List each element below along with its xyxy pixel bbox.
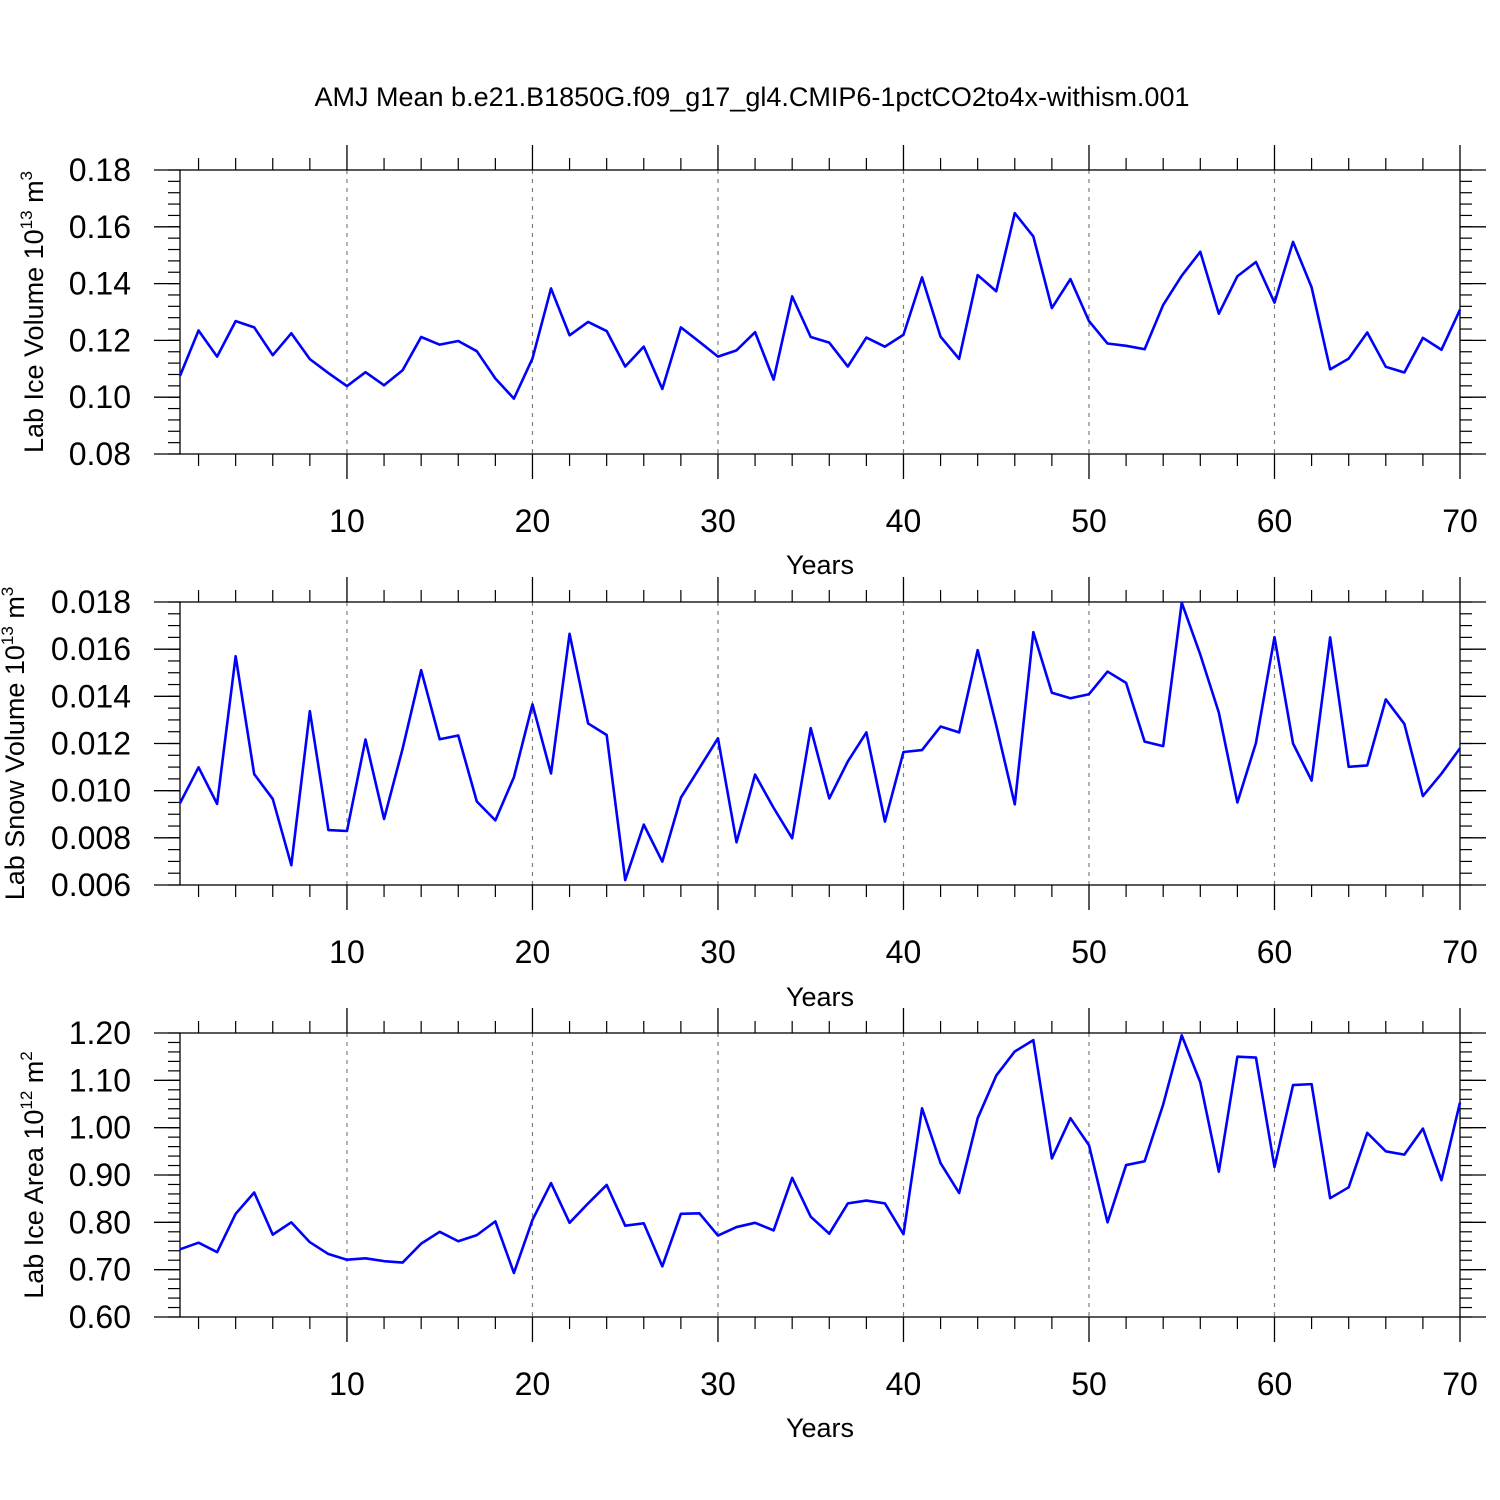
- y-tick-label: 0.18: [69, 152, 131, 188]
- y-tick-label: 0.008: [51, 820, 131, 856]
- x-ticks: 10 20 30 40 50 60 70: [197, 577, 1478, 970]
- y-axis-title-text: Lab Ice Volume 10: [19, 229, 49, 453]
- x-tick-label: 70: [1442, 934, 1478, 970]
- x-tick-label: 50: [1071, 503, 1107, 539]
- y-tick-label: 1.20: [69, 1015, 131, 1051]
- y-axis-title-sup: 3: [17, 171, 36, 180]
- y-axis-title-sup: 13: [0, 626, 17, 645]
- x-tick-label: 20: [515, 503, 551, 539]
- x-tick-label: 70: [1442, 1366, 1478, 1402]
- y-tick-label: 0.014: [51, 678, 131, 714]
- y-tick-label: 0.016: [51, 631, 131, 667]
- x-tick-label: 60: [1257, 503, 1293, 539]
- x-axis-title: Years: [786, 982, 854, 1012]
- x-tick-label: 40: [886, 1366, 922, 1402]
- y-ticks: 0.006 0.008 0.010 0.012 0.014 0.016 0.018: [51, 584, 1486, 903]
- series-line: [178, 211, 1462, 400]
- plot-frame: [179, 1032, 1461, 1318]
- y-axis-title-unit: m: [0, 596, 30, 626]
- y-tick-label: 0.12: [69, 322, 131, 358]
- x-ticks: 10 20 30 40 50 60 70: [197, 1008, 1478, 1402]
- x-tick-label: 10: [329, 1366, 365, 1402]
- y-tick-label: 0.08: [69, 436, 131, 472]
- x-axis-title: Years: [786, 1413, 854, 1443]
- series-line: [178, 601, 1462, 882]
- y-axis-title: Lab Snow Volume 1013 m3: [0, 587, 30, 901]
- plot-frame: [179, 601, 1461, 886]
- y-tick-label: 0.60: [69, 1299, 131, 1335]
- y-tick-label: 0.018: [51, 584, 131, 620]
- y-axis-title: Lab Ice Volume 1013 m3: [17, 171, 49, 453]
- x-tick-label: 20: [515, 934, 551, 970]
- y-tick-label: 0.80: [69, 1204, 131, 1240]
- y-axis-title-text: Lab Snow Volume 10: [0, 645, 30, 900]
- panel-ice-area: 10 20 30 40 50 60 70 0.60 0.70 0.80 0.90 1.00 1.10 1.…: [17, 1008, 1486, 1443]
- series-line: [179, 1034, 1462, 1275]
- x-tick-label: 20: [515, 1366, 551, 1402]
- y-ticks: 0.60 0.70 0.80 0.90 1.00 1.10 1.20: [69, 1015, 1486, 1335]
- y-tick-label: 0.70: [69, 1252, 131, 1288]
- y-axis-title-sup: 12: [17, 1091, 36, 1110]
- y-axis-title-unit: m: [19, 180, 49, 210]
- y-axis-title: Lab Ice Area 1012 m2: [17, 1051, 49, 1299]
- x-tick-label: 40: [886, 503, 922, 539]
- y-ticks: 0.08 0.10 0.12 0.14 0.16 0.18: [69, 152, 1486, 472]
- panel-snow-volume: 10 20 30 40 50 60 700.0060.0080.0100.0120.0140…: [0, 577, 1486, 1012]
- y-tick-label: 0.10: [69, 379, 131, 415]
- x-tick-label: 10: [329, 503, 365, 539]
- x-tick-label: 30: [700, 503, 736, 539]
- x-axis-title: Years: [786, 550, 854, 580]
- y-axis-title-sup: 2: [17, 1051, 36, 1060]
- y-tick-label: 0.14: [69, 266, 131, 302]
- x-tick-label: 50: [1071, 1366, 1107, 1402]
- x-tick-label: 10: [329, 934, 365, 970]
- y-tick-label: 1.00: [69, 1110, 131, 1146]
- y-axis-title-text: Lab Ice Area 10: [19, 1110, 49, 1299]
- y-axis-title-unit: m: [19, 1061, 49, 1091]
- x-tick-label: 30: [700, 1366, 736, 1402]
- y-axis-title-sup: 13: [17, 210, 36, 229]
- y-tick-label: 0.006: [51, 867, 131, 903]
- x-tick-label: 60: [1257, 1366, 1293, 1402]
- y-axis-title-sup: 3: [0, 587, 17, 596]
- panel-ice-volume: 10 20 30 40 50 60 70 0.08 0.10 0.12 0.14 0.16 0.18 Ye…: [17, 145, 1486, 580]
- y-tick-label: 0.012: [51, 726, 131, 762]
- x-tick-label: 50: [1071, 934, 1107, 970]
- y-tick-label: 0.90: [69, 1157, 131, 1193]
- x-tick-label: 60: [1257, 934, 1293, 970]
- x-tick-label: 40: [886, 934, 922, 970]
- y-tick-label: 0.010: [51, 773, 131, 809]
- y-tick-label: 0.16: [69, 209, 131, 245]
- x-ticks: 10 20 30 40 50 60 70: [197, 145, 1478, 539]
- x-tick-label: 30: [700, 934, 736, 970]
- x-tick-label: 70: [1442, 503, 1478, 539]
- plot-frame: [179, 169, 1461, 455]
- chart-title: AMJ Mean b.e21.B1850G.f09_g17_gl4.CMIP6-…: [315, 82, 1190, 112]
- y-tick-label: 1.10: [69, 1062, 131, 1098]
